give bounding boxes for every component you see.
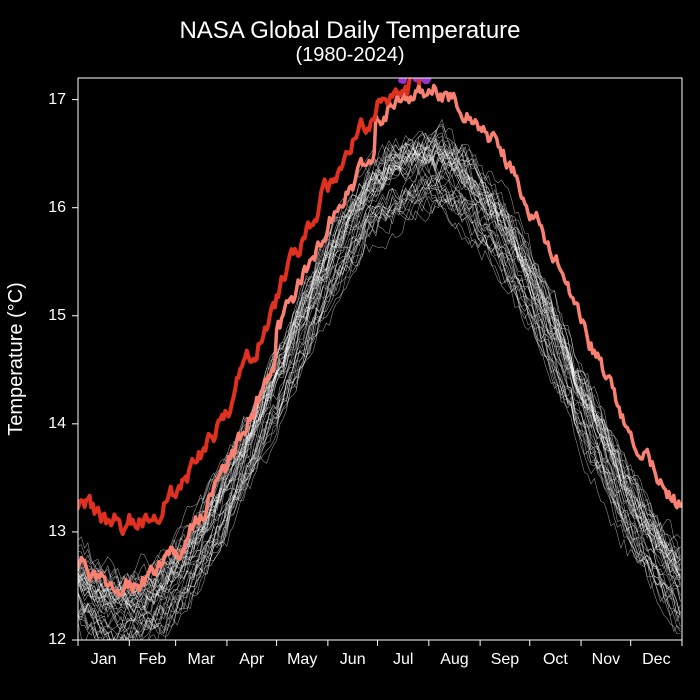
temperature-chart: 12 13 14 15 16 17 Jan Feb Mar Apr May Jun Jul Aug Sep O…: [0, 0, 700, 700]
chart-title: NASA Global Daily Temperature: [0, 8, 700, 44]
svg-text:Sep: Sep: [491, 651, 520, 668]
svg-text:Dec: Dec: [642, 651, 670, 668]
svg-text:16: 16: [48, 199, 66, 216]
svg-text:Jul: Jul: [393, 651, 413, 668]
svg-text:Temperature (°C): Temperature (°C): [5, 282, 27, 436]
svg-text:Jun: Jun: [340, 651, 366, 668]
chart-subtitle: (1980-2024): [0, 44, 700, 66]
svg-text:Oct: Oct: [543, 651, 568, 668]
svg-text:15: 15: [48, 307, 66, 324]
svg-text:Feb: Feb: [139, 651, 167, 668]
svg-text:Nov: Nov: [592, 651, 620, 668]
svg-text:17: 17: [48, 91, 66, 108]
svg-text:Jan: Jan: [91, 651, 117, 668]
chart-container: 12 13 14 15 16 17 Jan Feb Mar Apr May Jun Jul Aug Sep O…: [0, 0, 700, 700]
svg-text:12: 12: [48, 631, 66, 648]
svg-text:Mar: Mar: [188, 651, 216, 668]
svg-text:Apr: Apr: [239, 651, 265, 668]
svg-text:13: 13: [48, 523, 66, 540]
svg-text:Aug: Aug: [440, 651, 468, 668]
svg-text:14: 14: [48, 415, 66, 432]
svg-text:May: May: [287, 651, 317, 668]
